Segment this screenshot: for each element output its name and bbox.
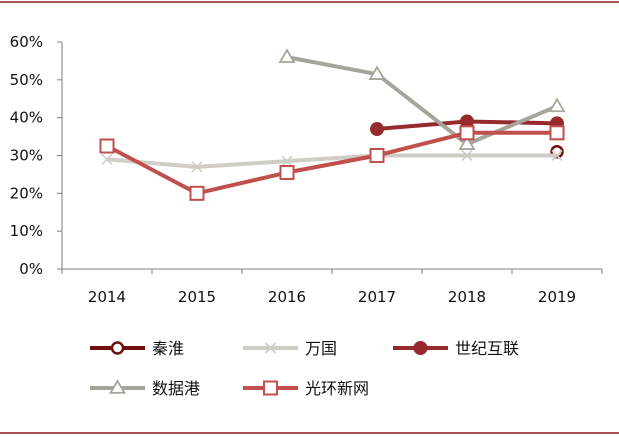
data-point [458, 135, 476, 150]
series-1 [101, 149, 563, 173]
series-line [286, 55, 558, 147]
series-4 [99, 125, 565, 201]
y-tick-label: 20% [10, 184, 43, 202]
axes: 0% 10% 20% 30% 40% 50% 60% 2014 2015 2016 2017 2018… [10, 33, 603, 306]
legend-item: 秦淮 [90, 339, 184, 358]
y-tick-label: 0% [19, 260, 43, 278]
series-line [106, 153, 557, 169]
data-point [369, 148, 385, 163]
data-point [264, 342, 277, 354]
plot-area [99, 48, 566, 201]
data-point [191, 161, 203, 173]
y-tick-label: 60% [10, 33, 43, 51]
data-point [368, 65, 386, 80]
legend-label: 秦淮 [152, 339, 184, 358]
x-tick-label: 2019 [538, 288, 576, 306]
data-point [548, 97, 566, 113]
legend-item: 数据港 [90, 379, 200, 398]
legend-label: 数据港 [152, 379, 200, 398]
legend-item: 世纪互联 [393, 339, 519, 358]
data-point [459, 125, 475, 141]
legend-label: 世纪互联 [455, 339, 519, 358]
legend-item: 万国 [243, 339, 337, 358]
data-point [370, 122, 384, 137]
series-3 [278, 48, 566, 150]
data-point [99, 138, 115, 154]
data-point [108, 379, 127, 394]
x-tick-label: 2015 [178, 288, 216, 306]
x-tick-label: 2014 [88, 288, 126, 306]
data-point [549, 125, 565, 141]
data-point [279, 165, 295, 181]
data-point [101, 153, 113, 165]
series-line [106, 130, 557, 196]
legend-label: 万国 [305, 339, 337, 358]
data-point [110, 341, 125, 355]
legend-item: 光环新网 [243, 379, 369, 398]
y-tick-label: 30% [10, 147, 43, 165]
data-point [281, 155, 293, 167]
data-point [461, 149, 473, 162]
data-point [551, 149, 563, 162]
legend-label: 光环新网 [305, 379, 369, 398]
y-tick-label: 10% [10, 222, 43, 240]
x-tick-label: 2018 [448, 288, 486, 306]
x-tick-label: 2016 [268, 288, 306, 306]
x-tick-label: 2017 [358, 288, 396, 306]
data-point [189, 185, 205, 201]
data-point [278, 48, 296, 63]
data-point [413, 341, 428, 355]
y-tick-label: 50% [10, 71, 43, 89]
data-point [263, 380, 278, 396]
y-tick-label: 40% [10, 109, 43, 127]
